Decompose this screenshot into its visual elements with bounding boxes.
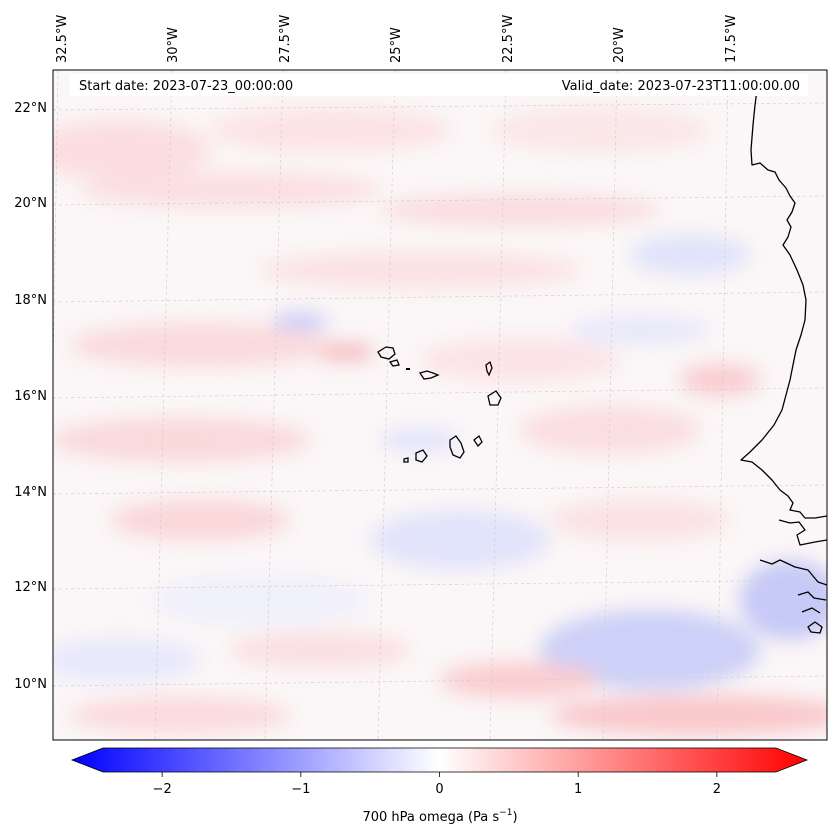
coastlines [740, 89, 827, 634]
lon-tick-label: 22.5°W [501, 15, 516, 63]
lat-tick-label: 10°N [14, 677, 47, 692]
omega-field [53, 108, 827, 735]
latitude-axis: 22°N 20°N 18°N 16°N 14°N 12°N 10°N [14, 101, 47, 692]
colorbar-tick-label: 2 [713, 782, 721, 797]
lon-tick-label: 30°W [166, 27, 181, 63]
colorbar-tick-label: −2 [153, 782, 172, 797]
african-coastline [740, 89, 827, 519]
colorbar-ticks: −2 −1 0 1 2 [153, 772, 721, 797]
lat-tick-label: 16°N [14, 389, 47, 404]
lon-tick-label: 27.5°W [278, 15, 293, 63]
island-santiago [449, 435, 465, 459]
lat-tick-label: 20°N [14, 196, 47, 211]
map-panel: Start date: 2023-07-23_00:00:00 Valid_da… [53, 70, 827, 740]
island-boa-vista [487, 390, 502, 406]
valid-date-label: Valid_date: 2023-07-23T11:00:00.00 [562, 79, 800, 94]
island-maio [473, 434, 483, 448]
start-date-label: Start date: 2023-07-23_00:00:00 [79, 79, 293, 94]
longitude-axis: 32.5°W 30°W 27.5°W 25°W 22.5°W 20°W 17.5… [55, 15, 739, 63]
lat-tick-label: 12°N [14, 580, 47, 595]
colorbar-label-main: 700 hPa omega (Pa s [362, 810, 499, 825]
colorbar-tick-label: 1 [574, 782, 582, 797]
colorbar-label: 700 hPa omega (Pa s−1) [362, 808, 517, 825]
island-sao-vicente [388, 359, 400, 367]
lon-tick-label: 20°W [612, 27, 627, 63]
lat-tick-label: 14°N [14, 485, 47, 500]
colorbar-tick-label: −1 [291, 782, 310, 797]
island-sal [485, 360, 493, 377]
island-brava [403, 457, 409, 463]
lon-tick-label: 17.5°W [724, 15, 739, 63]
lat-tick-label: 18°N [14, 293, 47, 308]
colorbar-label-suffix: ) [512, 810, 517, 825]
colorbar-tick-label: 0 [435, 782, 443, 797]
island-sao-nicolau [418, 370, 440, 380]
lat-tick-label: 22°N [14, 101, 47, 116]
cape-verde-islands [377, 346, 502, 463]
colorbar: −2 −1 0 1 2 700 hPa omega (Pa s−1) [70, 747, 809, 825]
lon-tick-label: 32.5°W [55, 15, 70, 63]
header-background [70, 74, 808, 96]
colorbar-bar [70, 747, 809, 773]
island-fogo [415, 449, 428, 463]
island-santo-antao [377, 346, 396, 360]
map-frame [52, 69, 828, 741]
colorbar-label-exponent: −1 [499, 808, 512, 818]
lon-tick-label: 25°W [389, 27, 404, 63]
graticule [53, 70, 827, 740]
